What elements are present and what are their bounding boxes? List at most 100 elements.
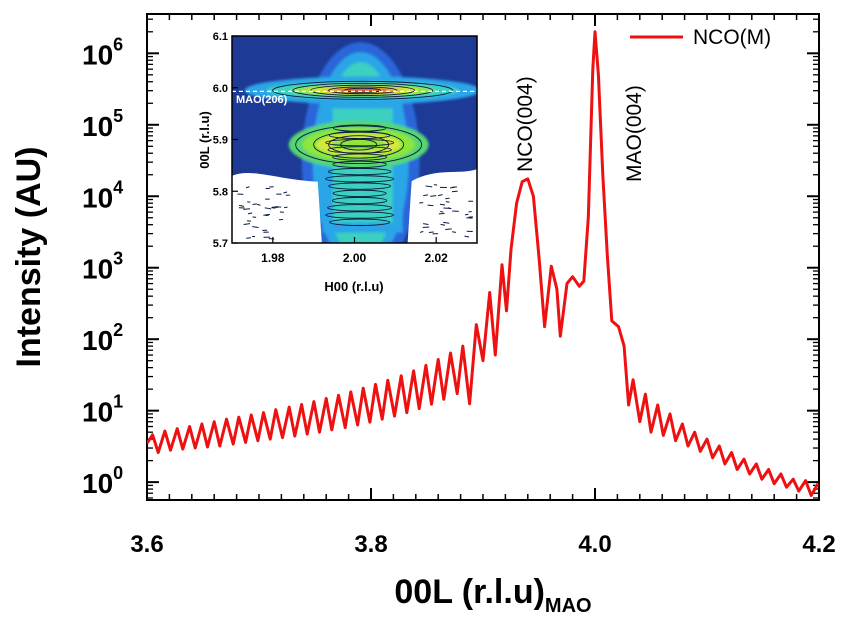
noise-speckle — [423, 194, 429, 197]
contour-line — [327, 204, 393, 212]
noise-speckle — [449, 186, 455, 189]
contour-line — [328, 86, 398, 95]
inset-annotation-mao-206: MAO(206) — [236, 94, 288, 106]
y-tick-label-base: 10 — [82, 111, 113, 142]
noise-speckle — [267, 207, 272, 210]
y-tick-label: 103 — [82, 249, 123, 285]
inset-heatmap: 1.98 2.00 2.02 5.7 5.8 5.9 6.0 6.1 MAO(206) H00… — [197, 31, 478, 294]
x-tick-label: 3.8 — [354, 531, 387, 558]
y-tick-label-base: 10 — [82, 325, 113, 356]
y-tick-label: 104 — [82, 177, 123, 213]
noise-speckle — [283, 191, 288, 194]
noise-speckle — [265, 214, 269, 217]
noise-region-right — [407, 169, 477, 243]
contour-line — [327, 167, 392, 176]
x-axis-title-main: 00L (r.l.u) — [394, 573, 545, 611]
y-tick-label-base: 10 — [82, 468, 113, 499]
noise-speckle — [252, 226, 259, 228]
inset-y-tick-label: 6.1 — [213, 31, 228, 43]
x-tick-label: 4.0 — [578, 531, 611, 558]
y-tick-label-exponent: 4 — [113, 177, 123, 197]
x-tick-label: 3.6 — [130, 531, 163, 558]
noise-speckle — [425, 185, 433, 188]
noise-speckle — [239, 204, 245, 207]
legend: NCO(M) — [630, 26, 771, 49]
noise-speckle — [246, 237, 252, 239]
noise-speckle — [275, 206, 282, 208]
y-tick-label-exponent: 1 — [113, 392, 123, 412]
contour-line — [332, 189, 387, 197]
contour-line — [328, 182, 391, 190]
inset-x-axis-title: H00 (r.l.u) — [324, 279, 383, 294]
y-tick-label-exponent: 2 — [113, 320, 123, 340]
noise-speckle — [243, 208, 251, 210]
noise-region-left — [232, 173, 322, 243]
inset-noise-region — [232, 169, 477, 243]
contour-line — [325, 211, 394, 219]
annotation-nco-004: NCO(004) — [514, 76, 537, 172]
y-tick-label: 100 — [82, 463, 123, 499]
inset-y-axis-title: 00L (r.l.u) — [197, 111, 212, 169]
y-axis-title: Intensity (AU) — [10, 147, 48, 368]
y-tick-label-exponent: 3 — [113, 249, 123, 269]
noise-speckle — [445, 228, 452, 231]
x-tick-label: 4.2 — [802, 531, 835, 558]
noise-speckle — [264, 207, 268, 209]
inset-x-tick-label: 2.00 — [343, 251, 367, 265]
y-tick-label-exponent: 0 — [113, 463, 123, 483]
inset-x-tick-label: 1.98 — [261, 251, 285, 265]
contour-line — [340, 138, 378, 151]
noise-speckle — [423, 223, 429, 226]
noise-speckle — [245, 186, 250, 189]
y-tick-label-exponent: 6 — [113, 34, 123, 54]
contour-line — [295, 125, 423, 165]
annotation-mao-004: MAO(004) — [623, 85, 646, 182]
contour-line — [325, 175, 395, 183]
contour-line — [313, 130, 405, 159]
noise-speckle — [271, 207, 276, 209]
noise-speckle — [440, 210, 444, 213]
noise-speckle — [256, 203, 261, 206]
noise-speckle — [451, 231, 457, 233]
noise-speckle — [428, 231, 434, 234]
contour-line — [292, 82, 434, 98]
series-line-nco-m — [147, 30, 819, 497]
contour-line — [310, 84, 416, 96]
inset-axis-ticks — [232, 35, 437, 244]
noise-speckle — [445, 197, 450, 200]
noise-speckle — [263, 213, 271, 216]
main-axis-ticks — [146, 14, 820, 500]
contour-line — [329, 218, 391, 226]
y-tick-label-base: 10 — [82, 254, 113, 285]
contour-line — [344, 87, 382, 93]
inset-y-tick-label: 5.8 — [213, 186, 228, 198]
y-tick-label: 106 — [82, 34, 123, 70]
x-axis-title: 00L (r.l.u)MAO — [394, 573, 591, 617]
y-tick-label: 102 — [82, 320, 123, 356]
contour-line — [328, 135, 390, 155]
contour-line — [272, 80, 454, 100]
inset-y-tick-label: 6.0 — [213, 83, 228, 95]
contour-line — [327, 146, 392, 154]
noise-speckle — [419, 231, 424, 233]
noise-speckle — [443, 221, 450, 224]
contour-line — [331, 196, 388, 205]
inset-y-tick-label: 5.9 — [213, 135, 228, 147]
noise-speckle — [439, 203, 446, 206]
y-tick-label: 105 — [82, 106, 123, 142]
noise-speckle — [440, 223, 446, 226]
contour-line — [332, 160, 387, 168]
legend-label-nco-m: NCO(M) — [693, 26, 771, 49]
noise-speckle — [464, 213, 469, 216]
noise-speckle — [247, 212, 253, 215]
inset-y-tick-label: 5.7 — [213, 238, 228, 250]
noise-speckle — [252, 203, 257, 206]
y-tick-label-exponent: 5 — [113, 106, 123, 126]
noise-speckle — [445, 201, 450, 203]
noise-speckle — [464, 235, 470, 238]
y-tick-label-base: 10 — [82, 39, 113, 70]
y-tick-label-base: 10 — [82, 397, 113, 428]
noise-speckle — [243, 223, 251, 226]
